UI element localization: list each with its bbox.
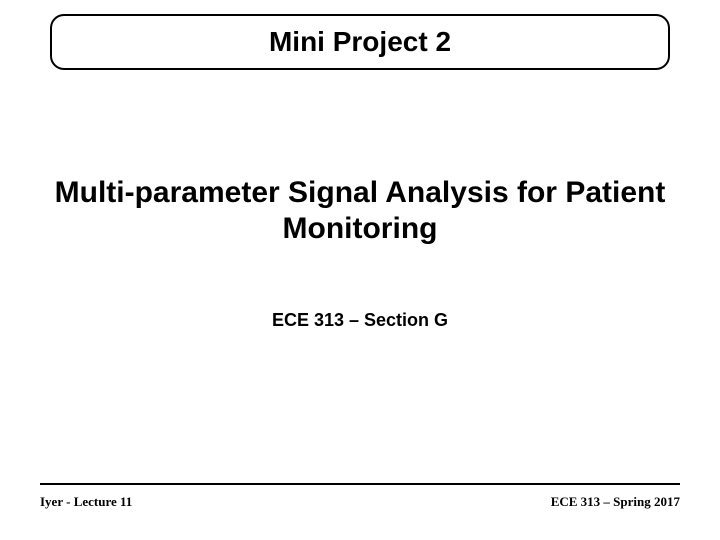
main-heading: Multi-parameter Signal Analysis for Pati…: [50, 175, 670, 247]
footer-divider: [40, 483, 680, 485]
slide-title: Mini Project 2: [72, 26, 648, 58]
footer-right-text: ECE 313 – Spring 2017: [551, 494, 680, 510]
slide-container: Mini Project 2 Multi-parameter Signal An…: [0, 0, 720, 540]
title-box: Mini Project 2: [50, 14, 670, 70]
subtitle: ECE 313 – Section G: [50, 310, 670, 331]
footer-left-text: Iyer - Lecture 11: [40, 494, 132, 510]
